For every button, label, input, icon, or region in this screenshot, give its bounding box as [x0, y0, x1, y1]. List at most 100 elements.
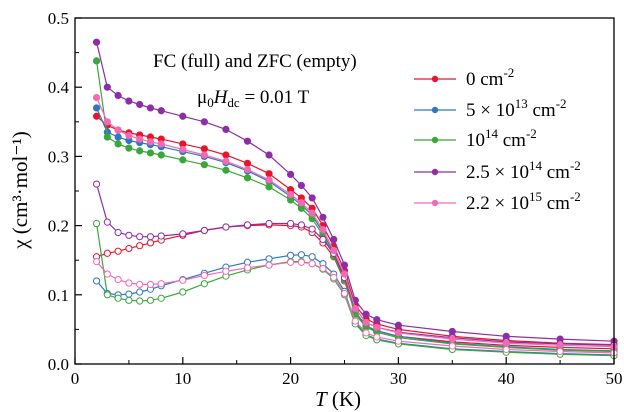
data-point: [243, 174, 252, 182]
legend-label-0: 0 cm-2: [466, 65, 514, 90]
data-point: [136, 147, 144, 155]
data-point: [243, 165, 252, 174]
data-point: [157, 107, 165, 115]
annotation-line2: μ0Hdc = 0.01 T: [197, 87, 310, 110]
series-1-empty: [92, 221, 618, 353]
legend-label-3: 2.5 × 1014 cm-2: [466, 158, 581, 183]
data-point: [297, 251, 305, 259]
series-8-full: [92, 93, 618, 351]
y-tick-label: 0.3: [48, 147, 69, 166]
legend-marker-4: [431, 199, 439, 207]
data-point: [319, 226, 327, 234]
data-point: [222, 166, 230, 174]
legend: 0 cm-2 5 × 1013 cm-2 1014 cm-2 2.5 × 101…: [414, 65, 581, 214]
data-point: [448, 327, 456, 336]
data-point: [136, 297, 144, 305]
data-point: [502, 345, 510, 354]
x-tick-label: 20: [282, 369, 299, 388]
data-point: [265, 151, 273, 159]
legend-label-1: 5 × 1013 cm-2: [466, 96, 567, 121]
data-point: [136, 135, 144, 143]
data-point: [287, 258, 295, 266]
data-point: [222, 267, 230, 275]
data-point: [200, 118, 208, 126]
data-point: [394, 321, 402, 329]
data-point: [340, 261, 349, 269]
data-point: [265, 219, 273, 228]
data-point: [114, 126, 122, 134]
legend-item-1: 5 × 1013 cm-2: [414, 96, 567, 121]
data-point: [287, 170, 295, 178]
data-point: [319, 264, 327, 273]
data-point: [308, 225, 316, 233]
data-point: [340, 289, 349, 298]
data-point: [200, 280, 208, 288]
data-point: [103, 133, 111, 141]
data-point: [265, 255, 273, 263]
legend-label-4: 2.2 × 1015 cm-2: [466, 189, 581, 214]
data-point: [114, 133, 122, 141]
data-point: [200, 145, 208, 153]
data-point: [200, 161, 208, 169]
x-axis-title: T (K): [315, 387, 361, 411]
series-line: [96, 224, 615, 350]
data-point: [146, 149, 155, 157]
data-point: [373, 316, 381, 324]
data-point: [373, 333, 381, 341]
data-point: [92, 57, 101, 65]
data-point: [125, 279, 133, 287]
data-point: [394, 337, 402, 345]
data-point: [222, 151, 230, 159]
data-point: [179, 288, 187, 296]
data-point: [103, 249, 111, 257]
data-point: [340, 270, 349, 278]
data-point: [222, 223, 230, 231]
data-point: [92, 180, 101, 188]
data-point: [92, 219, 101, 228]
data-point: [297, 181, 305, 190]
axis-ticks: 0 10 20 30 40 50 0.0 0.1 0.2 0.3 0.4 0.5: [48, 9, 623, 388]
data-point: [103, 83, 111, 91]
data-point: [200, 151, 208, 159]
data-point: [287, 219, 295, 228]
data-point: [103, 218, 111, 226]
data-point: [103, 291, 111, 299]
data-point: [200, 226, 208, 235]
data-point: [125, 231, 133, 239]
data-point: [222, 125, 230, 134]
data-point: [330, 273, 338, 282]
data-point: [157, 232, 165, 240]
data-point: [330, 235, 338, 244]
data-point: [136, 242, 144, 250]
data-point: [92, 93, 101, 102]
data-point: [556, 347, 564, 356]
data-point: [114, 275, 122, 284]
data-point: [146, 233, 155, 241]
data-point: [308, 260, 316, 268]
data-point: [351, 305, 359, 313]
legend-item-2: 1014 cm-2: [414, 126, 537, 151]
x-tick-label: 50: [606, 369, 623, 388]
data-point: [92, 38, 101, 46]
data-point: [92, 104, 101, 112]
data-point: [146, 239, 155, 247]
data-point: [146, 280, 155, 289]
data-point: [243, 137, 252, 145]
legend-marker-1: [431, 106, 439, 114]
legend-marker-2: [431, 136, 439, 144]
data-point: [502, 339, 510, 347]
data-point: [125, 132, 133, 140]
data-point: [308, 253, 316, 261]
data-point: [114, 140, 122, 148]
legend-item-3: 2.5 × 1014 cm-2: [414, 158, 581, 183]
data-point: [448, 335, 456, 343]
data-point: [362, 329, 370, 337]
data-point: [351, 317, 359, 325]
x-tick-label: 10: [174, 369, 191, 388]
x-tick-label: 0: [71, 369, 80, 388]
data-point: [92, 277, 101, 285]
data-point: [179, 230, 187, 238]
data-point: [330, 246, 338, 255]
data-point: [265, 170, 273, 178]
data-point: [146, 104, 155, 112]
